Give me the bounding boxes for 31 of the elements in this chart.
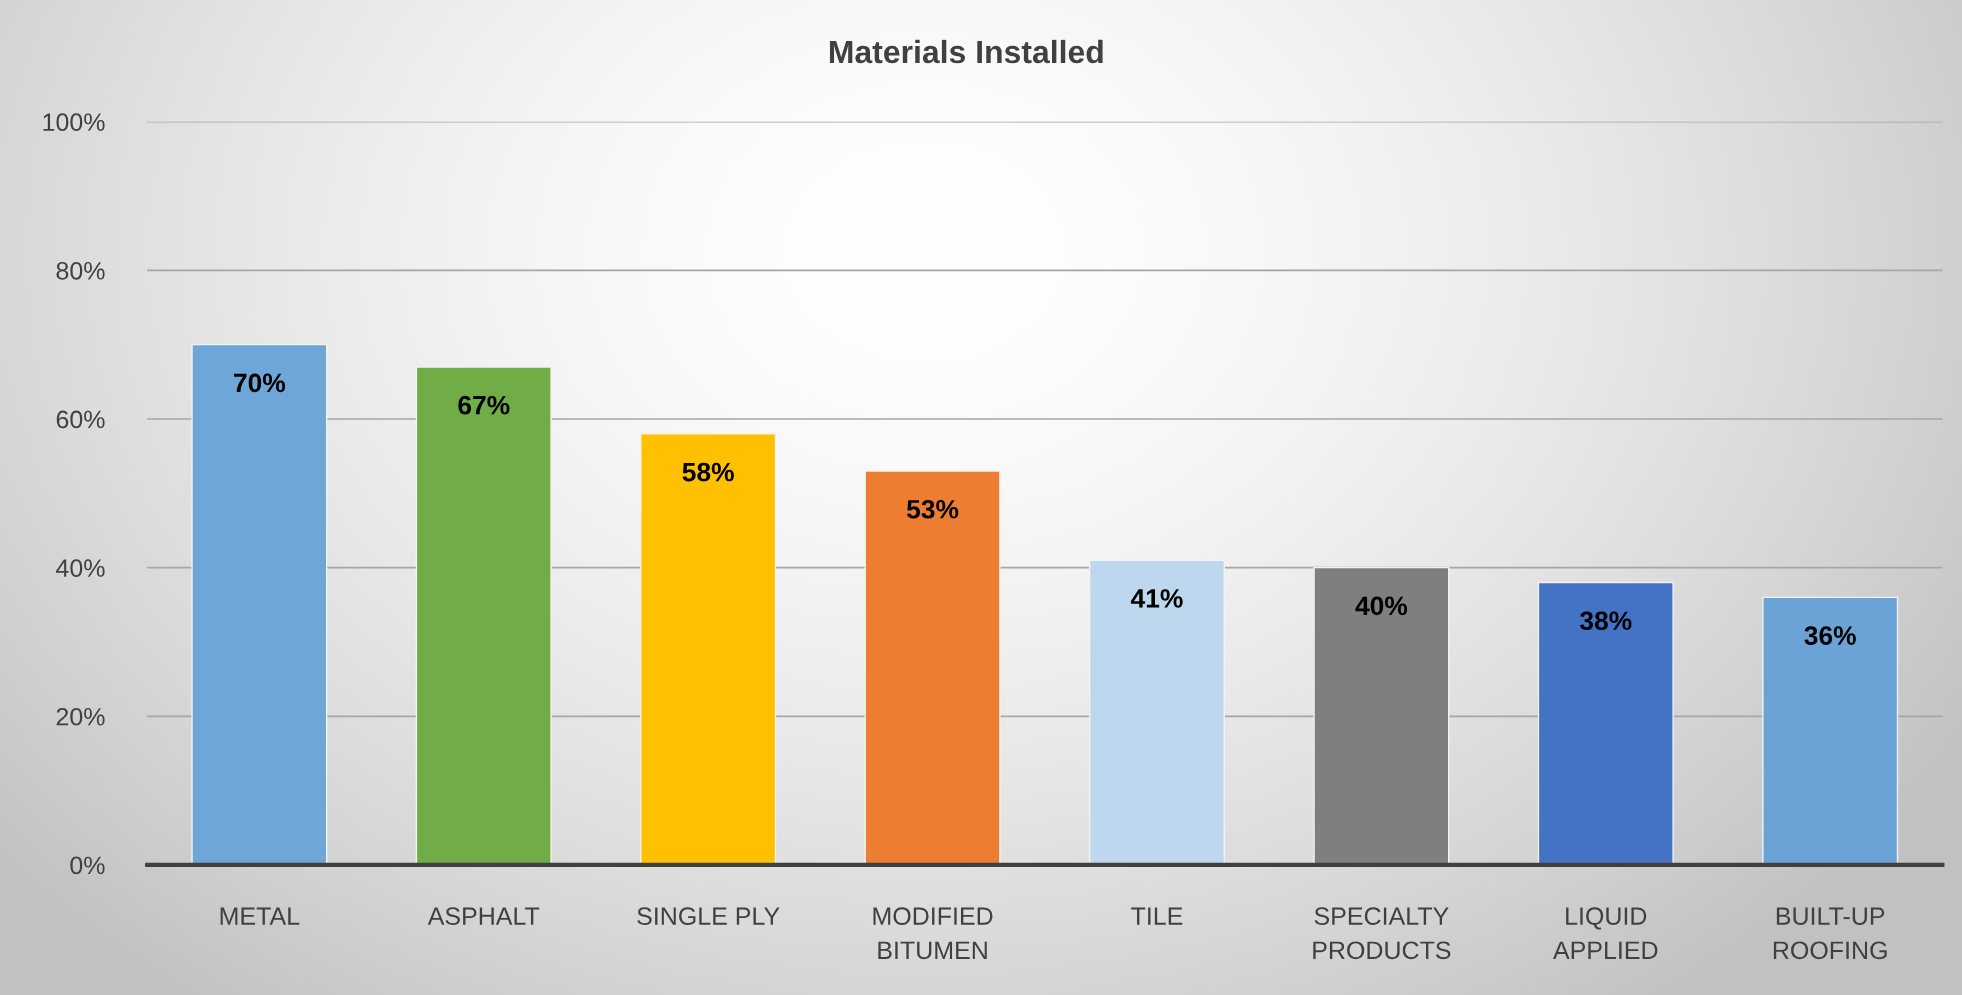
x-tick-label: SINGLE PLY [637, 907, 780, 925]
y-tick-label: 60% [56, 410, 105, 429]
data-label: 38% [1579, 611, 1632, 631]
y-tick-label: 80% [56, 261, 105, 280]
y-tick-label: 0% [70, 856, 105, 875]
data-label: 58% [682, 462, 734, 482]
bar [640, 433, 777, 865]
y-tick-label: 40% [56, 559, 105, 577]
bar [1088, 559, 1225, 865]
data-label: 53% [906, 499, 959, 519]
x-tick-label: ASPHALT [427, 907, 540, 925]
x-tick-label: METAL [220, 907, 300, 925]
bar [1537, 581, 1674, 865]
bar [864, 470, 1001, 865]
x-tick-label: BUILT-UP ROOFING [1773, 907, 1887, 960]
bar [191, 343, 328, 865]
bar [415, 366, 552, 865]
x-tick-label: SPECIALTY PRODUCTS [1313, 907, 1451, 960]
chart-title: Materials Installed [829, 39, 1103, 64]
y-tick-label: 100% [43, 113, 105, 131]
bar [1313, 566, 1450, 865]
data-label: 40% [1355, 596, 1408, 616]
bar [1762, 596, 1899, 865]
data-label: 70% [234, 373, 286, 393]
x-tick-label: LIQUID APPLIED [1553, 907, 1658, 959]
y-tick-label: 20% [56, 707, 105, 726]
x-tick-label: MODIFIED BITUMEN [873, 907, 993, 960]
data-label: 67% [458, 395, 510, 415]
data-label: 41% [1130, 589, 1183, 608]
data-label: 36% [1804, 626, 1856, 645]
x-tick-label: TILE [1131, 907, 1183, 925]
